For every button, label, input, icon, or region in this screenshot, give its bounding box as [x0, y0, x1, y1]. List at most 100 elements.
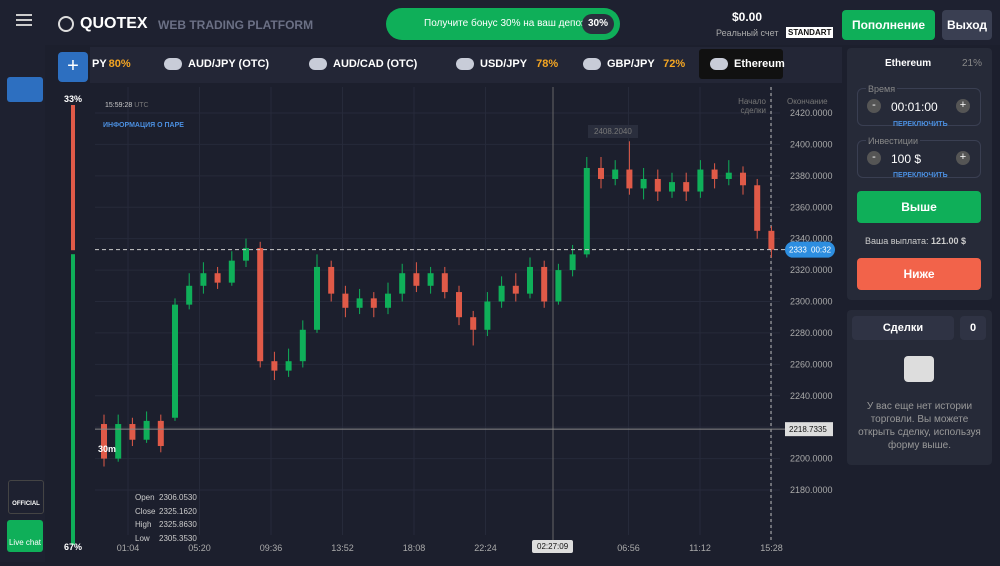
candle-body [598, 167, 604, 179]
switch-invest[interactable]: ПЕРЕКЛЮЧИТЬ [893, 172, 948, 179]
current-price: 2333 [789, 246, 807, 255]
candle-body [612, 169, 619, 179]
time-label: Время [866, 84, 898, 94]
timer: 00:32 [811, 246, 832, 255]
asset-name[interactable]: Ethereum [734, 58, 785, 70]
y-tick-label: 2340.0000 [790, 234, 833, 244]
add-asset[interactable]: + [58, 52, 88, 82]
candle-body [342, 293, 349, 308]
timeframe[interactable]: 30m [98, 444, 117, 454]
candle-body [243, 248, 249, 261]
empty-icon [904, 356, 934, 382]
y-tick-label: 2200.0000 [790, 454, 833, 464]
nav-chart[interactable] [7, 77, 43, 102]
flag [710, 58, 728, 70]
asset-name[interactable]: AUD/CAD (OTC) [333, 58, 418, 70]
x-tick-label: 22:24 [474, 543, 497, 553]
asset-name[interactable]: GBP/JPY [607, 58, 655, 70]
candle-body [555, 270, 562, 302]
candle-body [314, 266, 320, 330]
ohlc-label: Open [135, 493, 155, 502]
live-chat[interactable]: Live chat [7, 520, 43, 552]
payout-label: Ваша выплата: [865, 236, 929, 246]
ohlc-value: 2325.1620 [159, 506, 197, 516]
level-box [785, 422, 833, 437]
trades-tab[interactable]: Сделки [852, 316, 954, 340]
panel-asset: Ethereum [885, 58, 932, 69]
plus[interactable]: + [956, 151, 970, 165]
ohlc-value: 2325.8630 [159, 520, 197, 529]
menu-icon[interactable] [16, 14, 32, 16]
up-button[interactable]: Выше [857, 191, 981, 223]
candle-body [725, 172, 732, 179]
y-tick-label: 2420.0000 [790, 108, 833, 118]
candle-body [143, 420, 150, 440]
level-label: 2218.7335 [789, 425, 827, 434]
candle-body [257, 248, 264, 362]
asset-payout: 80% [108, 58, 131, 70]
candle-body [129, 424, 136, 440]
balance: $0.00 [732, 10, 763, 24]
ohlc-label: Close [135, 506, 156, 516]
candle-body [697, 169, 704, 192]
time-box[interactable] [857, 88, 981, 126]
y-tick-label: 2360.0000 [790, 202, 833, 212]
candle-body [711, 169, 718, 179]
payout-row: Ваша выплата: 121.00 $ [865, 236, 966, 246]
candle-body [186, 285, 193, 305]
deposit-button[interactable]: Пополнение [842, 10, 935, 40]
start-label: Начало сделки [738, 97, 766, 115]
logo-icon [58, 16, 74, 32]
candle-body [626, 169, 633, 189]
candle-body [669, 182, 675, 192]
x-tick-label: 05:20 [188, 543, 211, 553]
x-tick-label: 13:52 [331, 543, 354, 553]
ohlc-value: 2306.0530 [159, 493, 197, 502]
time: 15:59:28 [105, 102, 133, 109]
candle-body [583, 167, 590, 255]
account-type: Реальный счет [716, 28, 779, 38]
x-tick-label: 01:04 [117, 543, 140, 553]
platform: WEB TRADING PLATFORM [158, 18, 314, 32]
candle-body [101, 424, 107, 459]
candle-body [640, 178, 647, 189]
crosshair-time: 02:27:09 [532, 540, 574, 553]
switch-time[interactable]: ПЕРЕКЛЮЧИТЬ [893, 121, 948, 128]
plus[interactable]: + [956, 99, 970, 113]
flag [309, 58, 327, 70]
panel-payout: 21% [962, 58, 983, 69]
asset-name[interactable]: AUD/JPY (OTC) [188, 58, 270, 70]
candle-body [768, 230, 775, 250]
minus[interactable]: - [867, 99, 881, 113]
time-value: 00:01:00 [891, 100, 938, 114]
logo: QUOTEX [80, 15, 148, 32]
y-tick-label: 2380.0000 [790, 171, 833, 181]
bonus-banner[interactable] [386, 8, 620, 40]
asset-name[interactable]: USD/JPY [480, 58, 528, 70]
candle-body [214, 273, 221, 283]
sentiment-up-label: 33% [64, 94, 82, 104]
ohlc-row: Low 2305.3530 [135, 532, 197, 546]
x-tick-label: 09:36 [260, 543, 283, 553]
logout-button[interactable]: Выход [942, 10, 992, 40]
y-tick-label: 2400.0000 [790, 139, 833, 149]
candle-body [498, 285, 505, 302]
y-tick-label: 2300.0000 [790, 297, 833, 307]
candle-body [541, 266, 548, 302]
flag [583, 58, 601, 70]
asset-name[interactable]: PY [92, 58, 107, 70]
candle-body [370, 298, 377, 308]
y-tick-label: 2320.0000 [790, 265, 833, 275]
candle-body [356, 298, 363, 308]
candle-body [200, 273, 207, 286]
x-tick-label: 18:08 [403, 543, 426, 553]
minus[interactable]: - [867, 151, 881, 165]
official[interactable]: OFFICIAL [8, 480, 44, 514]
candle-body [754, 185, 761, 231]
candle-body [413, 273, 420, 286]
candle-body [399, 273, 406, 294]
invest-label: Инвестиции [866, 136, 920, 146]
down-button[interactable]: Ниже [857, 258, 981, 290]
pair-info[interactable]: ИНФОРМАЦИЯ О ПАРЕ [103, 122, 184, 129]
asset-payout: 72% [663, 58, 686, 70]
